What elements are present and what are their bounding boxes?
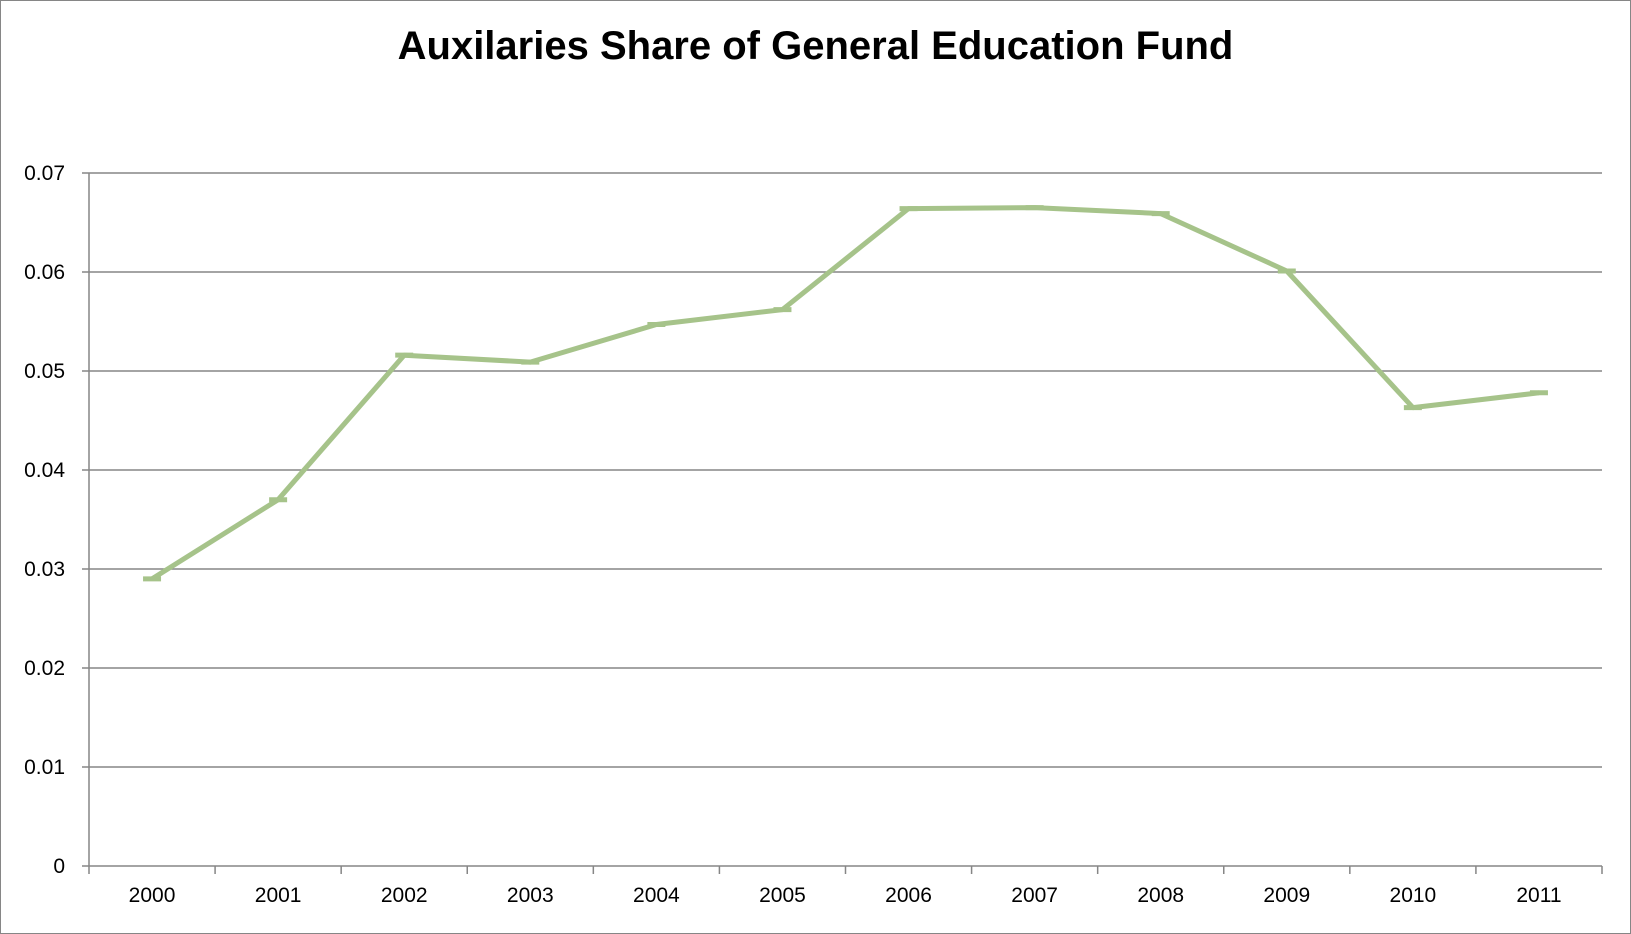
x-tick-label: 2011 xyxy=(1516,884,1561,907)
chart-title: Auxilaries Share of General Education Fu… xyxy=(397,24,1234,68)
x-tick-label: 2000 xyxy=(129,884,176,907)
x-tick-label: 2005 xyxy=(759,884,806,907)
x-tick-label: 2007 xyxy=(1011,884,1058,907)
axes xyxy=(82,172,1603,874)
y-tick-label: 0.07 xyxy=(24,162,65,185)
y-tick-label: 0.01 xyxy=(24,756,65,779)
x-tick-labels: 2000 2001 2002 2003 2004 2005 2006 2007 2008 2009… xyxy=(129,884,1562,907)
x-tick-label: 2002 xyxy=(381,884,428,907)
y-tick-labels: 0 0.01 0.02 0.03 0.04 0.05 0.06 0.07 xyxy=(24,162,65,878)
y-tick-label: 0.05 xyxy=(24,360,65,383)
x-tick-label: 2003 xyxy=(507,884,554,907)
x-tick-label: 2008 xyxy=(1137,884,1184,907)
y-tick-label: 0.03 xyxy=(24,558,65,581)
y-tick-label: 0 xyxy=(53,855,65,878)
x-tick-label: 2009 xyxy=(1263,884,1310,907)
y-tick-label: 0.06 xyxy=(24,261,65,284)
series-line xyxy=(150,205,1540,582)
y-tick-label: 0.04 xyxy=(24,459,65,482)
y-tick-label: 0.02 xyxy=(24,657,65,680)
x-tick-label: 2004 xyxy=(633,884,680,907)
x-tick-label: 2001 xyxy=(255,884,302,907)
x-tick-label: 2006 xyxy=(885,884,932,907)
x-tick-label: 2010 xyxy=(1390,884,1437,907)
series-group xyxy=(143,205,1548,582)
gridlines xyxy=(89,172,1602,768)
